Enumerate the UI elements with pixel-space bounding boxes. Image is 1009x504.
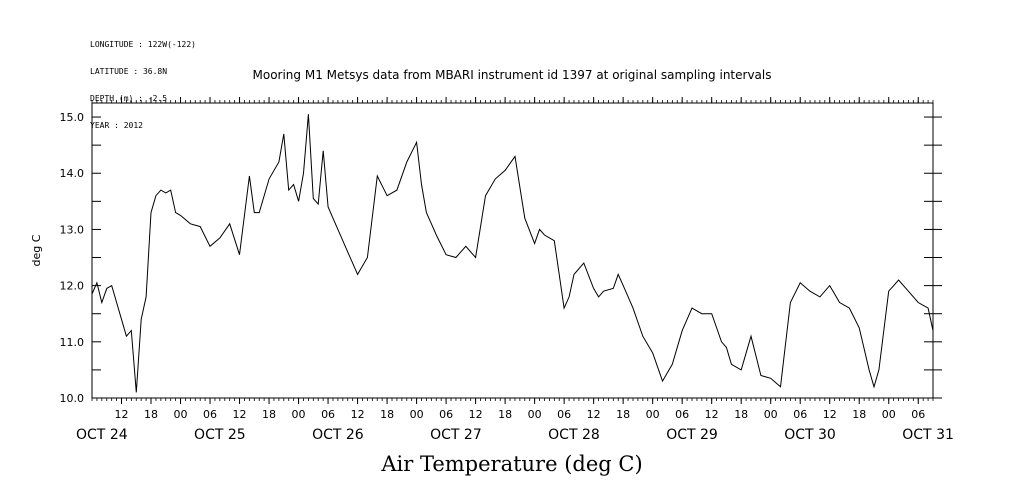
x-tick-label: 12 — [115, 408, 129, 421]
series-line — [91, 114, 934, 393]
x-day-label: OCT 31 — [902, 427, 954, 443]
y-axis-label: deg C — [30, 234, 43, 266]
y-tick-label: 12.0 — [60, 280, 85, 293]
plot-frame — [91, 102, 934, 399]
x-day-label: OCT 25 — [194, 427, 246, 443]
x-tick-label: 00 — [764, 408, 778, 421]
x-tick-label: 12 — [705, 408, 719, 421]
x-tick-label: 18 — [852, 408, 866, 421]
x-tick-label: 06 — [675, 408, 689, 421]
x-day-label: OCT 24 — [76, 427, 128, 443]
y-tick-label: 14.0 — [60, 167, 85, 180]
x-tick-label: 12 — [351, 408, 365, 421]
x-day-label: OCT 30 — [784, 427, 836, 443]
y-tick-label: 10.0 — [60, 392, 85, 405]
x-tick-label: 00 — [646, 408, 660, 421]
x-tick-label: 00 — [174, 408, 188, 421]
x-tick-label: 18 — [616, 408, 630, 421]
x-tick-label: 18 — [380, 408, 394, 421]
meta-latitude: LATITUDE : 36.8N — [90, 67, 168, 76]
x-tick-label: 12 — [587, 408, 601, 421]
x-day-label: OCT 28 — [548, 427, 600, 443]
meta-year: YEAR : 2012 — [90, 121, 143, 130]
meta-longitude: LONGITUDE : 122W(-122) — [90, 40, 196, 49]
x-tick-label: 00 — [410, 408, 424, 421]
x-tick-label: 06 — [439, 408, 453, 421]
x-day-label: OCT 27 — [430, 427, 482, 443]
chart-subtitle: Mooring M1 Metsys data from MBARI instru… — [252, 68, 772, 82]
x-tick-label: 06 — [203, 408, 217, 421]
x-tick-label: 18 — [262, 408, 276, 421]
meta-depth: DEPTH (m) : -2.5 — [90, 94, 168, 103]
x-tick-label: 12 — [233, 408, 247, 421]
x-tick-label: 18 — [734, 408, 748, 421]
x-tick-label: 00 — [292, 408, 306, 421]
x-tick-label: 12 — [823, 408, 837, 421]
x-tick-label: 00 — [882, 408, 896, 421]
x-tick-label: 00 — [528, 408, 542, 421]
x-tick-label: 18 — [498, 408, 512, 421]
metadata-block: LONGITUDE : 122W(-122) LATITUDE : 36.8N … — [90, 22, 196, 139]
x-tick-label: 06 — [793, 408, 807, 421]
chart-title: Air Temperature (deg C) — [381, 452, 643, 476]
x-day-label: OCT 29 — [666, 427, 718, 443]
x-day-label: OCT 26 — [312, 427, 364, 443]
x-tick-label: 06 — [911, 408, 925, 421]
x-tick-label: 18 — [144, 408, 158, 421]
x-tick-label: 06 — [321, 408, 335, 421]
y-tick-label: 13.0 — [60, 223, 85, 236]
x-tick-label: 12 — [469, 408, 483, 421]
x-tick-label: 06 — [557, 408, 571, 421]
y-tick-label: 15.0 — [60, 111, 85, 124]
y-tick-label: 11.0 — [60, 336, 85, 349]
